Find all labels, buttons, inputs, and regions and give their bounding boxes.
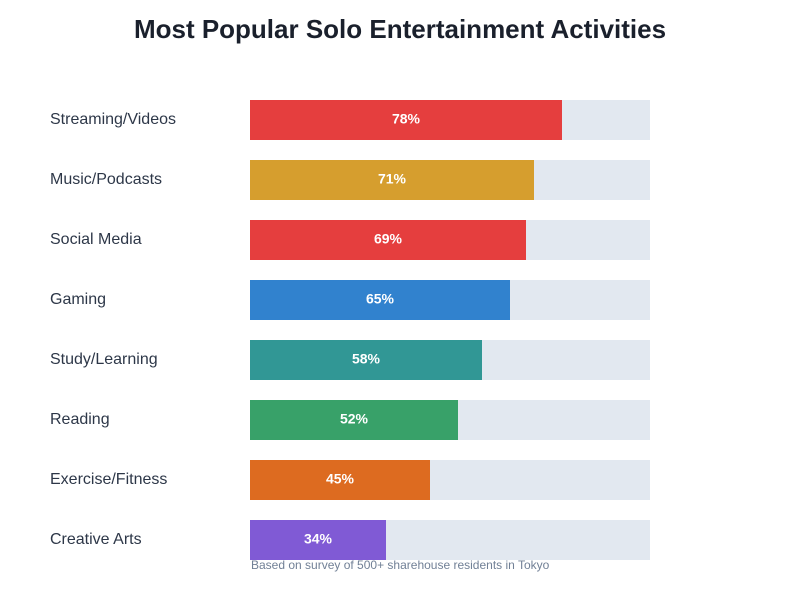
category-label: Exercise/Fitness — [50, 471, 167, 488]
category-label: Social Media — [50, 231, 142, 248]
value-label: 78% — [392, 111, 421, 127]
bar — [250, 160, 534, 200]
bar — [250, 520, 386, 560]
value-label: 45% — [326, 471, 355, 487]
note: Based on survey of 500+ sharehouse resid… — [251, 558, 550, 572]
category-label: Music/Podcasts — [50, 171, 162, 188]
bar — [250, 100, 562, 140]
category-label: Reading — [50, 411, 110, 428]
value-label: 52% — [340, 411, 369, 427]
value-label: 65% — [366, 291, 395, 307]
category-label: Study/Learning — [50, 351, 158, 368]
category-label: Streaming/Videos — [50, 111, 176, 128]
value-label: 58% — [352, 351, 381, 367]
value-label: 34% — [304, 531, 333, 547]
bar — [250, 400, 458, 440]
chart-title: Most Popular Solo Entertainment Activiti… — [134, 14, 666, 44]
value-label: 71% — [378, 171, 407, 187]
bar — [250, 340, 482, 380]
bar — [250, 460, 430, 500]
bar — [250, 220, 526, 260]
category-label: Creative Arts — [50, 531, 142, 548]
category-label: Gaming — [50, 291, 106, 308]
value-label: 69% — [374, 231, 403, 247]
bar — [250, 280, 510, 320]
